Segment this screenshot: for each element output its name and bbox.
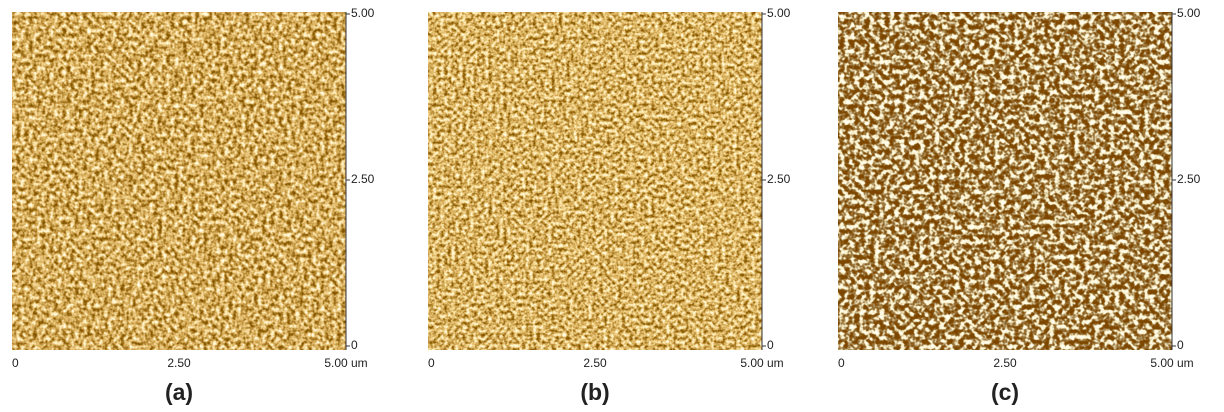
x-tick-label: 0 bbox=[12, 356, 19, 370]
y-tick-label: 0 bbox=[1177, 338, 1184, 352]
panel-label: (a) bbox=[165, 379, 193, 405]
x-tick-label: 2.50 bbox=[167, 356, 191, 370]
panel-label: (c) bbox=[991, 379, 1019, 405]
afm-image bbox=[428, 12, 762, 350]
x-tick-label: 5.00 um bbox=[324, 356, 367, 370]
x-tick-label: 2.50 bbox=[583, 356, 607, 370]
y-tick-label: 2.50 bbox=[767, 172, 791, 186]
afm-image bbox=[838, 12, 1172, 350]
y-tick-label: 0 bbox=[351, 338, 358, 352]
y-tick-label: 5.00 bbox=[767, 6, 791, 20]
y-tick-label: 2.50 bbox=[1177, 172, 1201, 186]
x-tick-label: 2.50 bbox=[993, 356, 1017, 370]
y-tick-label: 0 bbox=[767, 338, 774, 352]
y-tick-label: 5.00 bbox=[351, 6, 375, 20]
x-tick-label: 0 bbox=[428, 356, 435, 370]
x-tick-label: 5.00 um bbox=[1150, 356, 1193, 370]
y-tick-label: 5.00 bbox=[1177, 6, 1201, 20]
x-tick-label: 0 bbox=[838, 356, 845, 370]
x-tick-label: 5.00 um bbox=[740, 356, 783, 370]
y-tick-label: 2.50 bbox=[351, 172, 375, 186]
panel-label: (b) bbox=[580, 379, 609, 405]
afm-image bbox=[12, 12, 346, 350]
